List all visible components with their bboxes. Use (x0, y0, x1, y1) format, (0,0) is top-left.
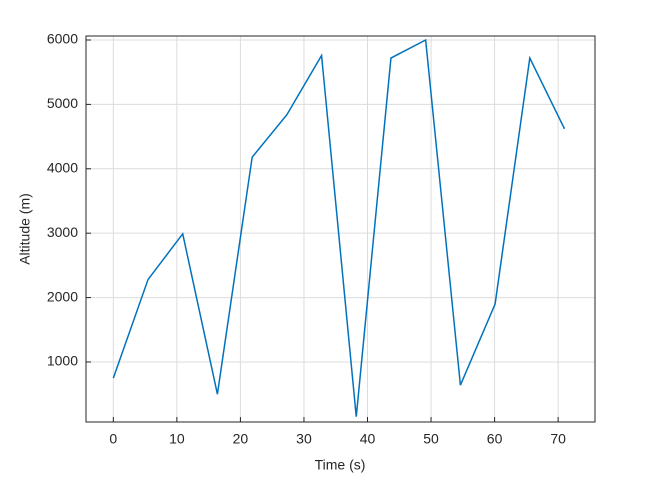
axes-box (85, 35, 596, 423)
plot-area (86, 36, 595, 422)
y-tick-label: 6000 (47, 31, 78, 47)
x-axis-label: Time (s) (315, 457, 366, 473)
x-tick-label: 0 (109, 431, 117, 447)
x-tick-label: 60 (487, 431, 503, 447)
data-line (112, 38, 566, 417)
y-tick-label: 2000 (47, 288, 78, 304)
y-tick-label: 1000 (47, 353, 78, 369)
y-tick-label: 3000 (47, 224, 78, 240)
x-tick-label: 10 (169, 431, 185, 447)
x-tick-label: 70 (550, 431, 566, 447)
y-tick-label: 5000 (47, 95, 78, 111)
x-tick-label: 30 (296, 431, 312, 447)
y-axis-label: Altitude (m) (17, 193, 33, 265)
x-tick-label: 50 (423, 431, 439, 447)
x-tick-label: 40 (360, 431, 376, 447)
y-tick-label: 4000 (47, 159, 78, 175)
x-tick-label: 20 (233, 431, 249, 447)
